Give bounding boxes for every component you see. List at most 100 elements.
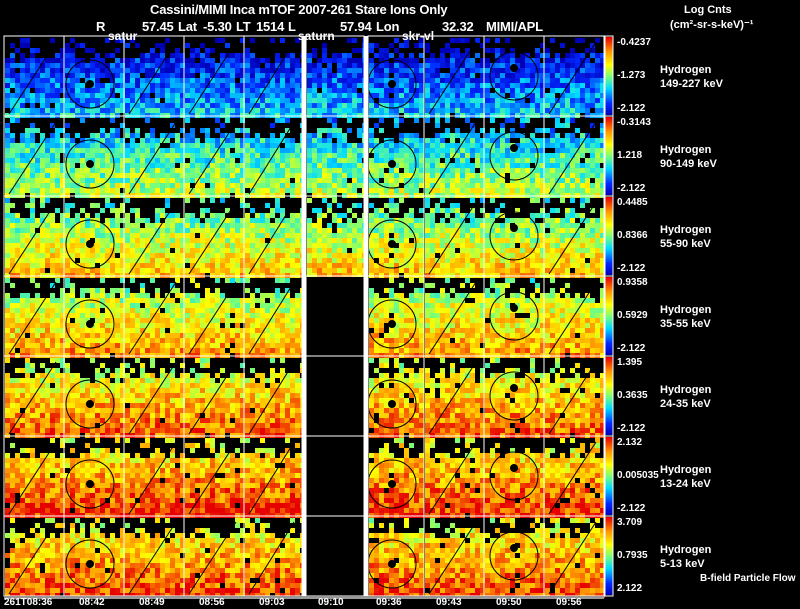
heatmap-cell: [485, 98, 490, 103]
heatmap-cell: [470, 83, 475, 88]
heatmap-cell: [55, 168, 60, 173]
heatmap-cell: [160, 183, 165, 188]
heatmap-cell: [225, 248, 230, 253]
heatmap-cell: [35, 233, 40, 238]
heatmap-cell: [165, 83, 170, 88]
heatmap-cell: [565, 263, 570, 268]
heatmap-cell: [520, 243, 525, 248]
heatmap-cell: [260, 143, 265, 148]
heatmap-cell: [140, 183, 145, 188]
heatmap-cell: [10, 43, 15, 48]
heatmap-cell: [352, 158, 357, 163]
heatmap-cell: [30, 168, 35, 173]
colorbar-segment: [605, 272, 613, 273]
heatmap-cell: [550, 158, 555, 163]
heatmap-cell: [260, 248, 265, 253]
heatmap-cell: [5, 183, 10, 188]
heatmap-cell: [25, 183, 30, 188]
heatmap-cell: [379, 218, 384, 223]
heatmap-cell: [195, 183, 200, 188]
heatmap-cell: [90, 103, 95, 108]
heatmap-cell: [575, 213, 580, 218]
heatmap-cell: [65, 243, 70, 248]
heatmap-cell: [100, 98, 105, 103]
heatmap-cell: [75, 248, 80, 253]
heatmap-cell: [245, 168, 250, 173]
heatmap-cell: [570, 158, 575, 163]
heatmap-cell: [595, 93, 600, 98]
heatmap-cell: [580, 213, 585, 218]
heatmap-cell: [399, 178, 404, 183]
heatmap-cell: [285, 233, 290, 238]
heatmap-cell: [555, 223, 560, 228]
colorbar-segment: [605, 200, 613, 201]
heatmap-cell: [210, 48, 215, 53]
heatmap-cell: [145, 258, 150, 263]
heatmap-cell: [510, 253, 515, 258]
heatmap-cell: [430, 148, 435, 153]
heatmap-cell: [5, 138, 10, 143]
heatmap-cell: [520, 98, 525, 103]
heatmap-cell: [379, 148, 384, 153]
heatmap-cell: [312, 143, 317, 148]
heatmap-cell: [55, 223, 60, 228]
colorbar-segment: [605, 147, 613, 148]
heatmap-cell: [505, 233, 510, 238]
heatmap-cell: [135, 108, 140, 113]
heatmap-cell: [510, 238, 515, 243]
colorbar-segment: [605, 56, 613, 57]
heatmap-cell: [575, 138, 580, 143]
colorbar-segment: [605, 51, 613, 52]
heatmap-cell: [95, 163, 100, 168]
heatmap-cell: [180, 83, 185, 88]
heatmap-cell: [20, 88, 25, 93]
heatmap-cell: [260, 178, 265, 183]
heatmap-cell: [445, 93, 450, 98]
spectrogram-panel: [483, 35, 545, 118]
heatmap-cell: [90, 133, 95, 138]
heatmap-cell: [285, 73, 290, 78]
heatmap-cell: [75, 168, 80, 173]
heatmap-cell: [555, 218, 560, 223]
heatmap-cell: [150, 68, 155, 73]
heatmap-cell: [500, 233, 505, 238]
heatmap-cell: [525, 63, 530, 68]
heatmap-cell: [225, 233, 230, 238]
colorbar-segment: [605, 234, 613, 235]
heatmap-cell: [150, 178, 155, 183]
heatmap-cell: [450, 93, 455, 98]
heatmap-cell: [495, 268, 500, 273]
heatmap-cell: [500, 78, 505, 83]
heatmap-cell: [490, 98, 495, 103]
heatmap-cell: [270, 138, 275, 143]
heatmap-cell: [180, 68, 185, 73]
heatmap-cell: [180, 228, 185, 233]
saturn-marker: [86, 240, 94, 248]
heatmap-cell: [145, 178, 150, 183]
heatmap-cell: [460, 183, 465, 188]
heatmap-cell: [15, 233, 20, 238]
heatmap-cell: [245, 213, 250, 218]
heatmap-cell: [120, 138, 125, 143]
heatmap-cell: [265, 188, 270, 193]
heatmap-cell: [110, 68, 115, 73]
heatmap-cell: [165, 238, 170, 243]
heatmap-cell: [450, 168, 455, 173]
heatmap-cell: [195, 83, 200, 88]
heatmap-cell: [215, 153, 220, 158]
heatmap-cell: [220, 218, 225, 223]
heatmap-cell: [550, 208, 555, 213]
heatmap-cell: [379, 118, 384, 123]
heatmap-cell: [525, 83, 530, 88]
heatmap-cell: [470, 98, 475, 103]
heatmap-cell: [369, 48, 374, 53]
colorbar-segment: [605, 86, 613, 87]
heatmap-cell: [500, 258, 505, 263]
heatmap-cell: [525, 223, 530, 228]
colorbar-segment: [605, 232, 613, 233]
heatmap-cell: [435, 93, 440, 98]
heatmap-cell: [470, 268, 475, 273]
heatmap-cell: [95, 108, 100, 113]
heatmap-cell: [510, 108, 515, 113]
heatmap-cell: [270, 208, 275, 213]
